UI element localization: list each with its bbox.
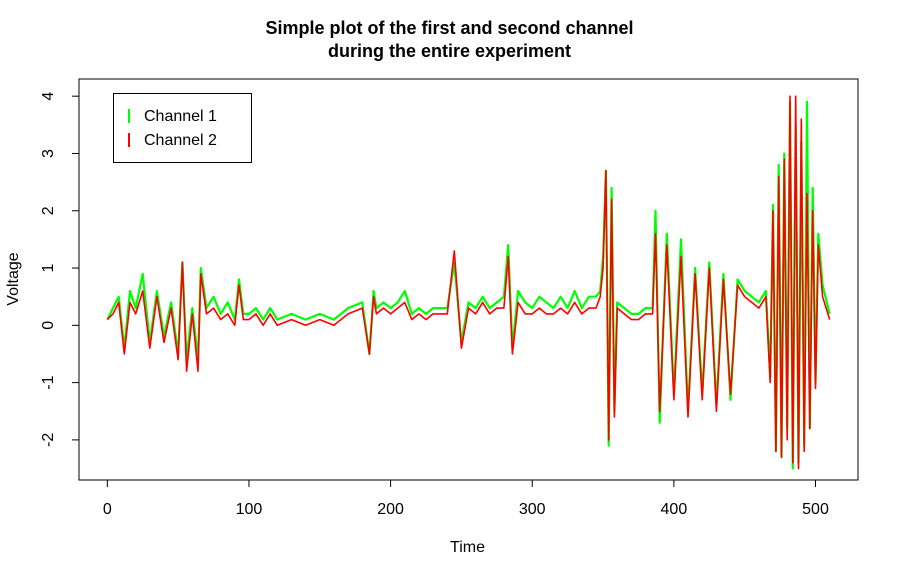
x-tick-label: 200 (377, 501, 404, 518)
y-tick-label: 4 (40, 92, 57, 101)
x-tick-label: 300 (519, 501, 546, 518)
y-tick-label: 0 (40, 321, 57, 330)
series-line-channel-2 (106, 95, 831, 470)
legend: Channel 1 Channel 2 (113, 93, 252, 163)
y-tick-label: 3 (40, 149, 57, 158)
x-tick-label: 100 (236, 501, 263, 518)
y-axis-label: Voltage (5, 252, 22, 306)
y-tick-label: 2 (40, 206, 57, 215)
legend-label-channel-2: Channel 2 (144, 132, 217, 149)
legend-swatch-channel-1 (128, 109, 130, 123)
legend-label-channel-1: Channel 1 (144, 108, 217, 125)
x-axis-label: Time (450, 539, 485, 556)
series-layer (106, 95, 831, 470)
legend-item-channel-2: Channel 2 (128, 132, 217, 152)
legend-swatch-channel-2 (128, 133, 130, 147)
axis-layer: 0 100 200 300 400 500 -2 -1 0 1 2 3 4 (40, 92, 829, 518)
chart-title-line-1: Simple plot of the first and second chan… (265, 18, 634, 38)
y-tick-label: -1 (40, 375, 57, 389)
chart-title-line-2: during the entire experiment (327, 41, 572, 61)
x-tick-label: 500 (802, 501, 829, 518)
x-tick-label: 0 (103, 501, 112, 518)
y-tick-label: 1 (40, 263, 57, 272)
legend-item-channel-1: Channel 1 (128, 108, 217, 128)
y-tick-label: -2 (40, 433, 57, 447)
x-tick-label: 400 (661, 501, 688, 518)
